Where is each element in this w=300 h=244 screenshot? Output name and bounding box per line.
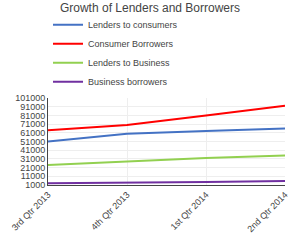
svg-text:Lenders to Business: Lenders to Business: [88, 58, 170, 68]
svg-text:1000: 1000: [25, 180, 45, 190]
svg-text:1st Qtr 2014: 1st Qtr 2014: [169, 190, 211, 232]
svg-text:91000: 91000: [20, 102, 45, 112]
svg-text:2nd Qtr 2014: 2nd Qtr 2014: [245, 190, 289, 234]
svg-text:51000: 51000: [20, 137, 45, 147]
svg-text:Consumer Borrowers: Consumer Borrowers: [88, 39, 174, 49]
svg-text:31000: 31000: [20, 154, 45, 164]
svg-text:Business borrowers: Business borrowers: [88, 77, 168, 87]
svg-text:101000: 101000: [15, 93, 45, 103]
svg-text:41000: 41000: [20, 145, 45, 155]
svg-text:21000: 21000: [20, 163, 45, 173]
svg-text:81000: 81000: [20, 111, 45, 121]
svg-text:71000: 71000: [20, 119, 45, 129]
svg-text:4th Qtr 2013: 4th Qtr 2013: [89, 190, 131, 232]
svg-text:3rd Qtr 2013: 3rd Qtr 2013: [10, 190, 53, 233]
svg-text:11000: 11000: [21, 171, 45, 181]
svg-text:Growth of Lenders and Borrower: Growth of Lenders and Borrowers: [60, 1, 240, 15]
svg-text:Lenders to consumers: Lenders to consumers: [88, 20, 178, 30]
svg-text:61000: 61000: [20, 128, 45, 138]
